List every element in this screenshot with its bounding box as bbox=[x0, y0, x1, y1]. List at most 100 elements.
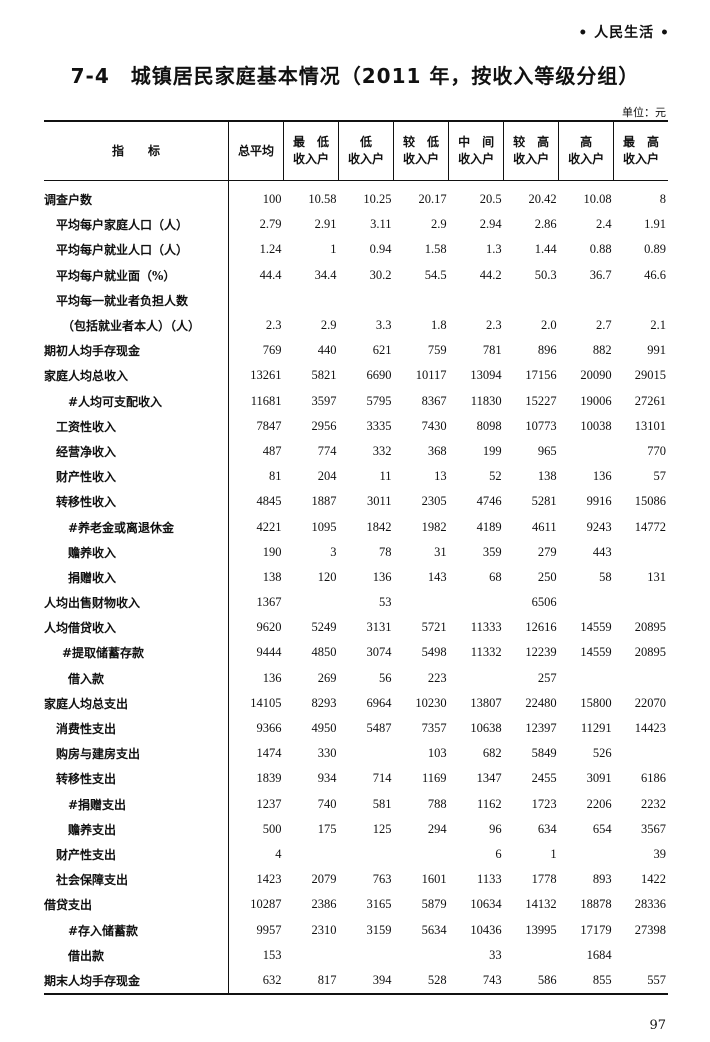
row-label: 赡养收入 bbox=[44, 539, 229, 565]
table-cell: 125 bbox=[372, 821, 392, 836]
table-cell: 934 bbox=[317, 771, 337, 786]
table-cell: 9444 bbox=[256, 645, 282, 660]
table-cell: 13101 bbox=[634, 418, 666, 433]
table-cell: 52 bbox=[489, 469, 502, 484]
table-cell: 714 bbox=[372, 771, 392, 786]
table-cell: 18878 bbox=[580, 897, 612, 912]
table-row: 转移性支出 1839 934 714 1169 1347 2455 3091 6186 bbox=[44, 766, 668, 792]
table-cell: 0.94 bbox=[369, 242, 392, 257]
column-header: 总平均 bbox=[227, 120, 284, 181]
table-cell: 1133 bbox=[477, 872, 502, 887]
table-cell: 3335 bbox=[366, 418, 392, 433]
column-header: 低收入户 bbox=[338, 120, 394, 181]
table-cell bbox=[614, 540, 668, 565]
table-cell: 1169 bbox=[422, 771, 447, 786]
table-cell bbox=[504, 943, 559, 968]
table-cell: 15227 bbox=[525, 393, 557, 408]
table-cell: 14132 bbox=[525, 897, 557, 912]
table-cell: 11681 bbox=[250, 393, 282, 408]
table-cell: 5849 bbox=[531, 746, 557, 761]
column-header: 中 间收入户 bbox=[448, 120, 504, 181]
table-cell: 20090 bbox=[580, 368, 612, 383]
table-cell bbox=[284, 590, 339, 615]
table-cell: 634 bbox=[537, 821, 557, 836]
table-cell: 9916 bbox=[586, 494, 612, 509]
row-label: #提取储蓄存款 bbox=[44, 640, 229, 666]
table-cell bbox=[394, 590, 449, 615]
table-cell: 1095 bbox=[311, 519, 337, 534]
table-cell: 632 bbox=[228, 967, 284, 996]
table-cell: 223 bbox=[427, 670, 447, 685]
table-cell: 893 bbox=[592, 872, 612, 887]
table-cell: 44.4 bbox=[259, 267, 282, 282]
table-cell: 1887 bbox=[311, 494, 337, 509]
row-label: 财产性收入 bbox=[44, 464, 229, 490]
table-cell: 250 bbox=[537, 569, 557, 584]
table-cell bbox=[339, 288, 394, 313]
table-cell: 359 bbox=[482, 544, 502, 559]
table-cell: 487 bbox=[262, 443, 282, 458]
table-cell: 13261 bbox=[250, 368, 282, 383]
table-cell: 10230 bbox=[415, 695, 447, 710]
table-cell: 13807 bbox=[470, 695, 502, 710]
table-cell: 20.5 bbox=[479, 192, 502, 207]
table-cell bbox=[449, 288, 504, 313]
table-row: #人均可支配收入 11681 3597 5795 8367 11830 15227 19006… bbox=[44, 388, 668, 414]
table-cell: 12397 bbox=[525, 721, 557, 736]
table-row: 家庭人均总支出 14105 8293 6964 10230 13807 22480 15800… bbox=[44, 690, 668, 716]
table-row: 借贷支出 10287 2386 3165 5879 10634 14132 18878 2833… bbox=[44, 892, 668, 918]
table-cell: 20.17 bbox=[418, 192, 447, 207]
table-cell: 5498 bbox=[421, 645, 447, 660]
table-cell bbox=[449, 590, 504, 615]
table-cell: 4950 bbox=[311, 721, 337, 736]
table-cell: 3.3 bbox=[375, 318, 392, 333]
table-cell bbox=[559, 439, 614, 464]
row-label: 平均每户家庭人口（人） bbox=[44, 212, 229, 238]
table-cell: 1347 bbox=[476, 771, 502, 786]
table-cell: 965 bbox=[537, 443, 557, 458]
table-cell: 781 bbox=[482, 343, 502, 358]
table-cell: 14772 bbox=[634, 519, 666, 534]
table-cell: 6506 bbox=[531, 595, 557, 610]
row-label: 人均借贷收入 bbox=[44, 615, 229, 641]
table-cell: 279 bbox=[537, 544, 557, 559]
table-row: 转移性收入 4845 1887 3011 2305 4746 5281 9916 15086 bbox=[44, 489, 668, 515]
table-cell: 1 bbox=[330, 242, 337, 257]
table-cell: 103 bbox=[427, 746, 447, 761]
table-cell: 2.79 bbox=[259, 217, 282, 232]
table-cell bbox=[394, 842, 449, 867]
table-cell: 153 bbox=[262, 947, 282, 962]
row-label: 财产性支出 bbox=[44, 841, 229, 868]
table-row: 赡养收入 190 3 78 31 359 279 443 bbox=[44, 539, 668, 565]
table-cell: 44.2 bbox=[479, 267, 502, 282]
table-cell: 15800 bbox=[580, 695, 612, 710]
table-cell: 1423 bbox=[256, 872, 282, 887]
table-cell: 13 bbox=[434, 469, 447, 484]
row-label: #存入储蓄款 bbox=[44, 917, 229, 943]
table-cell: 557 bbox=[613, 967, 668, 996]
table-body: 调查户数 100 10.58 10.25 20.17 20.5 20.42 10.08 8 平均每… bbox=[44, 180, 668, 996]
table-cell: 29015 bbox=[634, 368, 666, 383]
table-cell: 3131 bbox=[366, 620, 392, 635]
table-cell: 27261 bbox=[634, 393, 666, 408]
table-cell: 22480 bbox=[525, 695, 557, 710]
table-cell: 1.24 bbox=[259, 242, 282, 257]
table-cell: 1778 bbox=[531, 872, 557, 887]
column-header: 最 低收入户 bbox=[283, 120, 339, 181]
table-cell: 774 bbox=[317, 443, 337, 458]
table-cell: 8293 bbox=[311, 695, 337, 710]
table-cell: 12239 bbox=[525, 645, 557, 660]
table-row: 赡养支出 500 175 125 294 96 634 654 3567 bbox=[44, 816, 668, 842]
row-label: 转移性支出 bbox=[44, 766, 229, 792]
table-cell bbox=[284, 288, 339, 313]
table-cell: 2206 bbox=[586, 796, 612, 811]
table-cell bbox=[559, 590, 614, 615]
table-cell: 11 bbox=[379, 469, 392, 484]
table-cell: 6964 bbox=[366, 695, 392, 710]
table-cell: 1422 bbox=[641, 872, 666, 887]
table-cell bbox=[394, 288, 449, 313]
table-cell: 1601 bbox=[421, 872, 447, 887]
column-header: 较 高收入户 bbox=[503, 120, 559, 181]
table-cell: 199 bbox=[482, 443, 502, 458]
table-cell: 2455 bbox=[531, 771, 557, 786]
